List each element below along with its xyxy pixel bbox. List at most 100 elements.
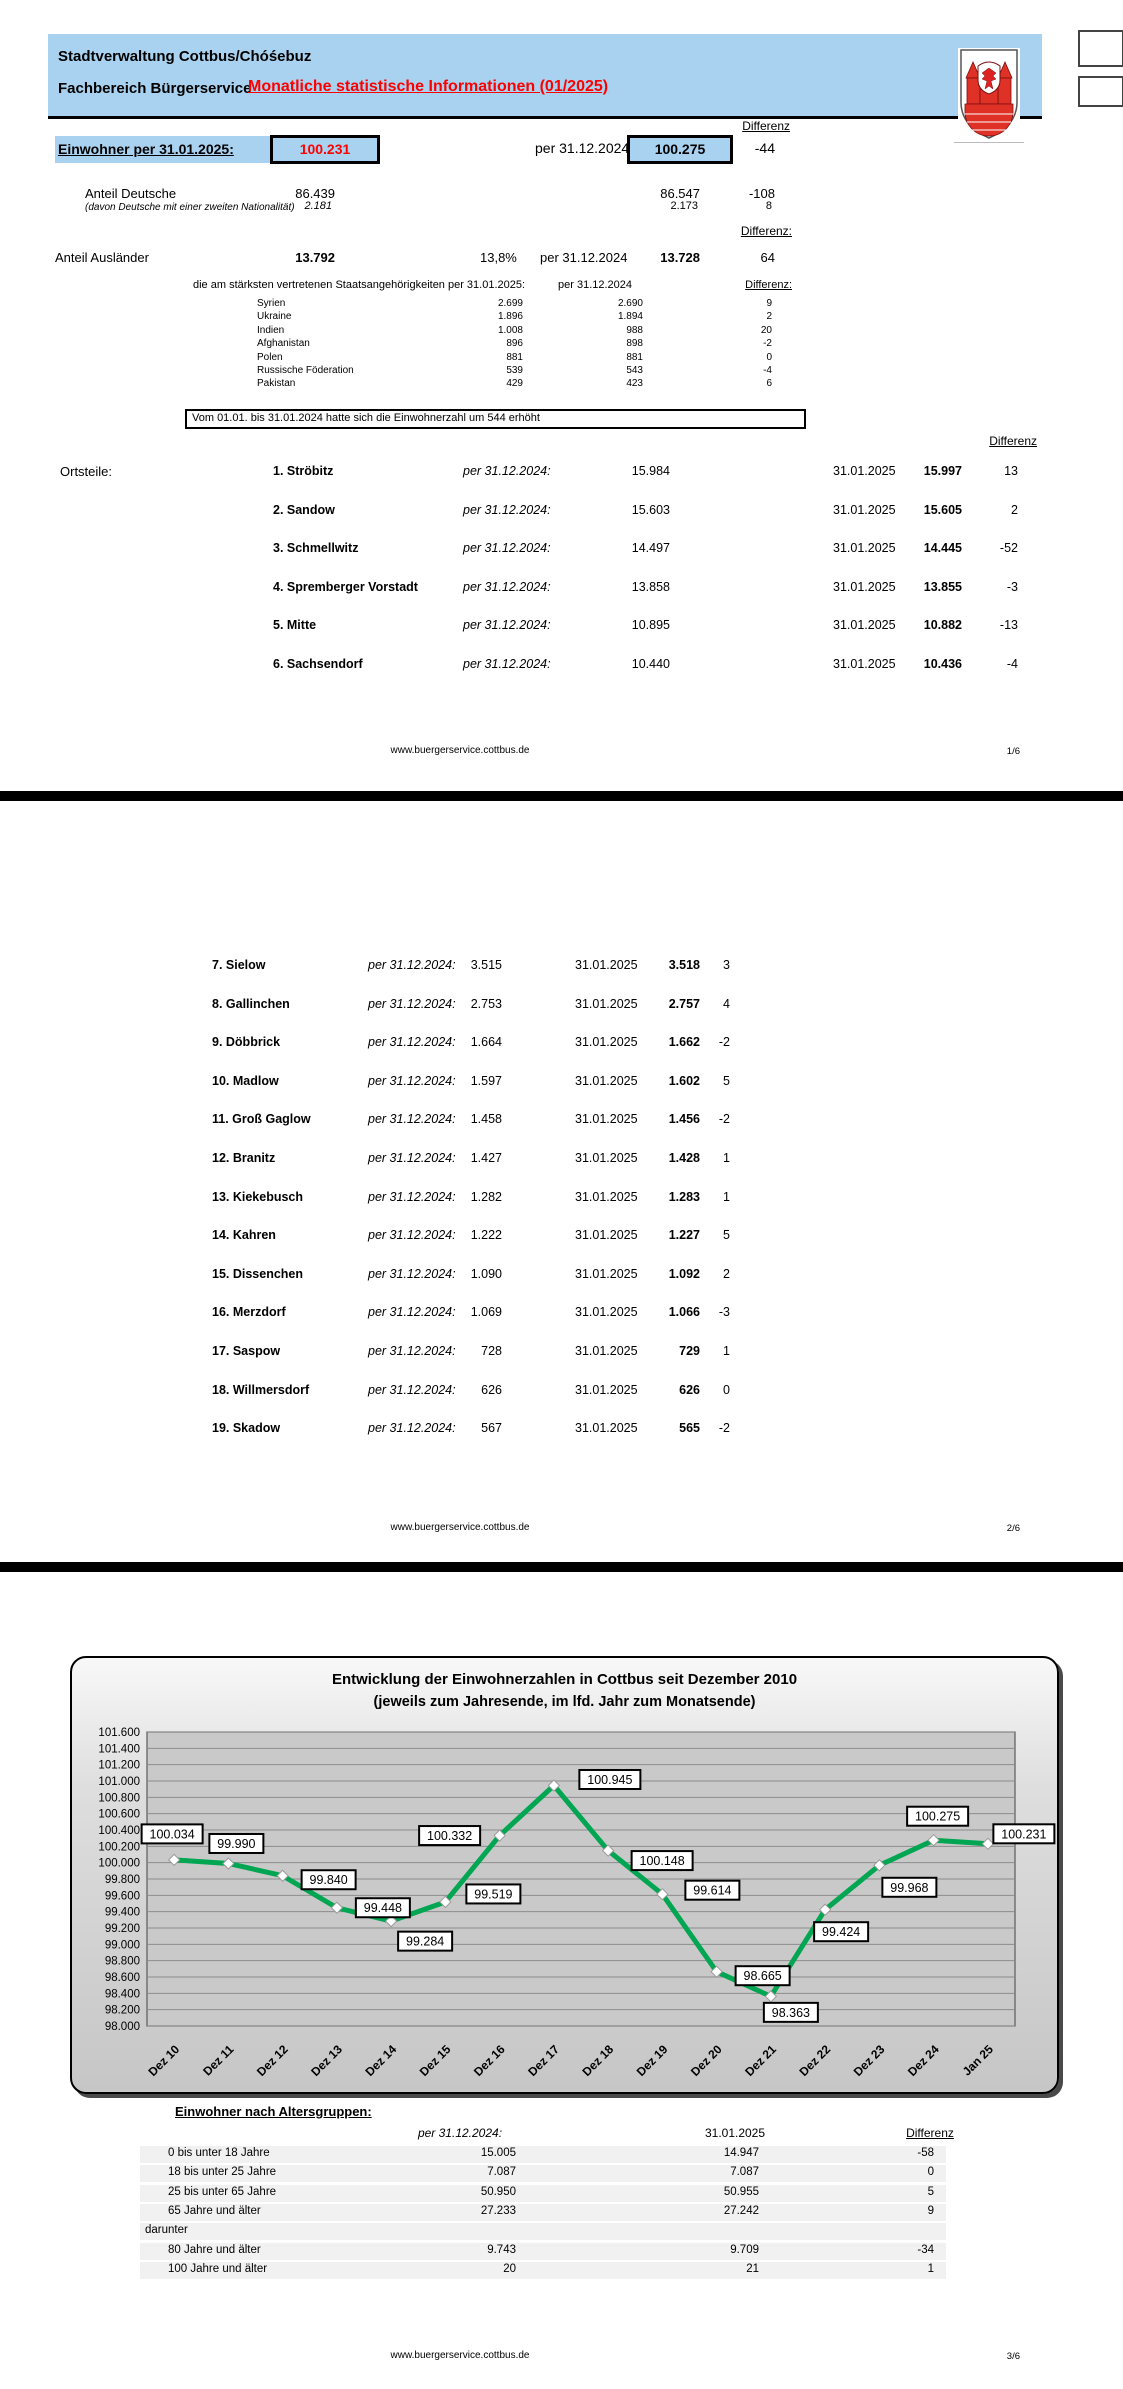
svg-text:Dez 22: Dez 22 [796, 2042, 833, 2079]
age-row: 0 bis unter 18 Jahre 15.005 14.947 -58 [140, 2146, 946, 2163]
age-row-diff: 1 [927, 2262, 934, 2275]
ortsteil-current: 1.066 [668, 1305, 700, 1320]
svg-text:Jan 25: Jan 25 [960, 2042, 997, 2079]
differenz-header-3: Differenz: [745, 279, 792, 291]
nationality-current: 2.699 [497, 298, 523, 309]
ortsteil-name: 11. Groß Gaglow [212, 1112, 311, 1127]
nationality-name: Pakistan [257, 378, 296, 390]
nationality-prev: 881 [626, 351, 643, 363]
age-col-prev: per 31.12.2024: [417, 2126, 503, 2140]
svg-text:99.614: 99.614 [693, 1884, 731, 1898]
ortsteil-current: 729 [679, 1344, 700, 1358]
ortsteil-current: 1.227 [668, 1228, 700, 1243]
ortsteil-prev: 626 [481, 1382, 502, 1397]
nationality-name: Polen [257, 351, 283, 363]
corner-box-2 [1078, 76, 1123, 107]
ortsteil-prev: 3.515 [470, 958, 502, 972]
crest-underline [954, 142, 1024, 143]
anteil-deutsche-label: Anteil Deutsche [85, 186, 177, 201]
ortsteil-date-label: 31.01.2025 [575, 1112, 638, 1127]
nationality-diff: -4 [763, 365, 772, 376]
ortsteil-date-label: 31.01.2025 [575, 1382, 638, 1397]
svg-text:Dez 13: Dez 13 [308, 2042, 345, 2079]
age-row: darunter [140, 2223, 946, 2241]
ortsteil-prev: 1.222 [470, 1228, 502, 1243]
ortsteil-prev: 15.984 [631, 464, 670, 478]
ortsteil-name: 6. Sachsendorf [273, 657, 363, 671]
ortsteil-current: 14.445 [923, 541, 962, 556]
svg-text:100.275: 100.275 [915, 1810, 960, 1824]
ortsteil-prev: 1.597 [470, 1073, 502, 1088]
svg-text:Dez 23: Dez 23 [851, 2042, 888, 2079]
ortsteil-current: 1.602 [668, 1073, 700, 1088]
ortsteil-prev: 14.497 [631, 541, 670, 556]
anteil-auslaender-value: 13.792 [295, 250, 335, 265]
ortsteil-name: 18. Willmersdorf [212, 1382, 310, 1397]
svg-text:99.840: 99.840 [310, 1873, 348, 1887]
svg-text:Dez 19: Dez 19 [634, 2042, 671, 2079]
einwohner-diff: -44 [754, 140, 775, 156]
department-name: Fachbereich Bürgerservice [58, 80, 252, 97]
svg-text:101.600: 101.600 [98, 1727, 140, 1739]
differenz-header-1: Differenz [742, 119, 790, 133]
svg-text:98.800: 98.800 [105, 1956, 140, 1968]
svg-text:99.000: 99.000 [105, 1939, 140, 1951]
nationality-name: Syrien [257, 298, 286, 309]
svg-text:99.519: 99.519 [474, 1887, 512, 1901]
einwohner-label: Einwohner per 31.01.2025: [55, 136, 270, 163]
age-row: 25 bis unter 65 Jahre 50.950 50.955 5 [140, 2184, 946, 2202]
ortsteil-date-label: 31.01.2025 [575, 1344, 638, 1358]
age-row: 100 Jahre und älter 20 21 1 [140, 2261, 946, 2279]
age-row: 18 bis unter 25 Jahre 7.087 7.087 0 [140, 2165, 946, 2183]
ortsteil-per-label: per 31.12.2024: [463, 579, 551, 594]
differenz-header-ortsteile-p1: Differenz [989, 434, 1037, 448]
svg-text:Dez 21: Dez 21 [742, 2042, 779, 2079]
svg-text:99.284: 99.284 [406, 1935, 444, 1949]
nationality-diff: 20 [760, 324, 772, 336]
corner-box-1 [1078, 30, 1123, 67]
per-prev-label-2: per 31.12.2024 [540, 250, 628, 265]
svg-text:Dez 14: Dez 14 [362, 2042, 399, 2079]
ortsteil-current: 1.428 [668, 1151, 700, 1165]
anteil-deutsche-diff: -108 [748, 186, 775, 201]
ortsteil-date-label: 31.01.2025 [575, 1421, 638, 1436]
nationality-current: 539 [506, 365, 523, 376]
age-row: 65 Jahre und älter 27.233 27.242 9 [140, 2203, 946, 2221]
ortsteil-prev: 567 [481, 1421, 502, 1436]
svg-text:98.363: 98.363 [772, 2006, 810, 2020]
svg-text:Dez 17: Dez 17 [525, 2042, 562, 2079]
ortsteil-current: 10.436 [923, 657, 962, 671]
ortsteil-prev: 1.427 [470, 1151, 502, 1165]
ortsteil-prev: 1.282 [470, 1189, 502, 1204]
ortsteil-diff: 4 [723, 996, 730, 1011]
davon-value: 2.181 [304, 200, 332, 212]
nationality-current: 1.896 [497, 311, 523, 323]
svg-text:100.200: 100.200 [98, 1841, 140, 1853]
ortsteil-per-label: per 31.12.2024: [368, 958, 456, 972]
ortsteil-name: 2. Sandow [273, 502, 335, 517]
age-row-current: 21 [746, 2262, 759, 2275]
svg-text:Entwicklung der Einwohnerzahle: Entwicklung der Einwohnerzahlen in Cottb… [332, 1671, 797, 1688]
svg-text:Dez 12: Dez 12 [254, 2042, 291, 2079]
ortsteil-current: 10.882 [923, 618, 962, 633]
svg-text:101.000: 101.000 [98, 1776, 140, 1788]
org-name: Stadtverwaltung Cottbus/Chóśebuz [58, 48, 312, 65]
ortsteil-current: 13.855 [923, 579, 962, 594]
cottbus-coat-of-arms [958, 48, 1020, 140]
age-row-prev: 9.743 [487, 2243, 516, 2256]
ortsteil-date-label: 31.01.2025 [575, 1189, 638, 1204]
population-chart: Entwicklung der Einwohnerzahlen in Cottb… [70, 1656, 1059, 2094]
anteil-auslaender-diff: 64 [760, 250, 775, 265]
age-row-prev: 27.233 [480, 2204, 516, 2217]
ortsteil-date-label: 31.01.2025 [575, 1305, 638, 1320]
coat-of-arms-graphic [960, 49, 1018, 139]
nationality-prev: 543 [626, 365, 643, 376]
nationality-diff: 9 [766, 298, 772, 309]
nationality-diff: -2 [763, 338, 772, 350]
nationality-prev: 423 [626, 378, 643, 390]
svg-text:99.968: 99.968 [890, 1881, 928, 1895]
ortsteil-prev: 13.858 [631, 579, 670, 594]
einwohner-prev-box: 100.275 [627, 135, 733, 164]
ortsteil-date-label: 31.01.2025 [575, 1035, 638, 1050]
